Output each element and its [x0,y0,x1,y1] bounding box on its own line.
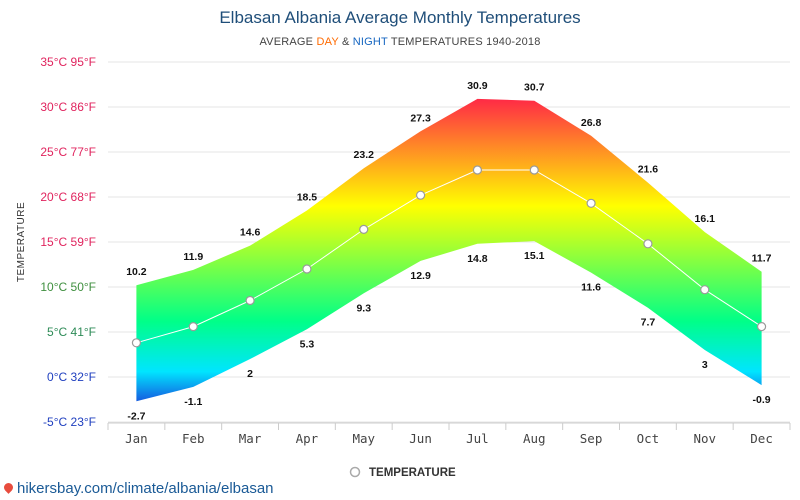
average-point [245,295,255,306]
y-tick-label: 5°C 41°F [47,325,96,339]
night-value-label: -2.7 [127,410,145,422]
average-point [756,322,767,332]
legend-marker-icon [349,466,361,478]
x-tick-label: Feb [182,431,205,446]
subtitle-day: DAY [316,36,339,48]
x-tick-label: Jan [125,431,148,446]
y-tick-label: 10°C 50°F [40,280,96,294]
day-value-label: 16.1 [695,213,716,225]
location-pin-icon [2,481,15,494]
day-value-label: 18.5 [297,192,318,204]
average-point [529,165,539,175]
x-tick-label: Oct [637,431,660,446]
x-axis: Jan Feb Mar Apr May Jun Jul Aug Sep Oct Nov Dec [107,422,791,446]
average-point [700,285,710,295]
x-tick-label: Mar [239,431,262,446]
night-value-label: 9.3 [356,302,371,314]
day-value-label: 30.9 [467,80,488,92]
day-value-label: 10.2 [126,266,147,278]
y-tick-label: 0°C 32°F [47,370,96,384]
day-value-label: 14.6 [240,227,261,239]
temperature-band [136,98,762,402]
y-tick-label: 35°C 95°F [40,55,96,69]
night-value-label: 2 [247,368,253,380]
average-point [586,198,596,208]
x-tick-label: Apr [296,431,319,446]
subtitle-night: NIGHT [352,36,388,48]
source-text: hikersbay.com/climate/albania/elbasan [17,480,274,497]
x-tick-label: Sep [580,431,603,446]
average-point [643,239,653,249]
night-value-label: 5.3 [300,338,315,350]
subtitle-suffix: TEMPERATURES 1940-2018 [387,36,541,48]
x-tick-label: Jun [409,431,432,446]
y-axis: 35°C 95°F 30°C 86°F 25°C 77°F 20°C 68°F 15°C… [40,55,96,429]
data-labels: 10.2 11.9 14.6 18.5 23.2 27.3 30.9 30.7 26.8 21.6… [126,80,771,422]
x-tick-label: Nov [693,431,716,446]
average-point [472,165,483,175]
day-value-label: 30.7 [524,82,545,94]
average-point [302,264,312,274]
night-value-label: 7.7 [641,317,656,329]
legend-label: TEMPERATURE [369,467,456,479]
day-value-label: 27.3 [410,112,431,124]
night-value-label: -1.1 [184,396,202,408]
day-value-label: 11.7 [752,253,772,265]
chart-title: Elbasan Albania Average Monthly Temperat… [219,8,581,27]
x-tick-label: Jul [466,431,489,446]
subtitle-amp: & [338,36,353,48]
chart-subtitle: AVERAGE DAY & NIGHT TEMPERATURES 1940-20… [0,36,800,48]
day-value-label: 21.6 [638,164,659,176]
night-value-label: -0.9 [753,394,771,406]
night-value-label: 11.6 [581,282,601,294]
night-value-label: 3 [702,359,708,371]
average-point [359,224,369,234]
average-point [415,190,426,200]
source-link[interactable]: hikersbay.com/climate/albania/elbasan [2,480,274,497]
average-series-line [136,169,762,344]
temperature-range-area [136,98,762,402]
day-value-label: 26.8 [581,117,602,129]
y-tick-label: 30°C 86°F [40,100,96,114]
y-tick-label: 25°C 77°F [40,145,96,159]
x-tick-label: Aug [523,431,546,446]
average-point [188,322,198,332]
y-axis-title: TEMPERATURE [16,202,27,282]
night-value-label: 14.8 [467,253,488,265]
legend[interactable]: TEMPERATURE [349,466,457,479]
subtitle-prefix: AVERAGE [259,36,317,48]
day-value-label: 11.9 [183,251,203,263]
x-tick-label: May [352,431,375,446]
y-tick-label: 20°C 68°F [40,190,96,204]
y-tick-label: -5°C 23°F [43,415,96,429]
night-value-label: 15.1 [524,250,545,262]
average-point [131,338,142,348]
average-line [131,165,767,348]
day-value-label: 23.2 [354,149,375,161]
y-tick-label: 15°C 59°F [40,235,96,249]
night-value-label: 12.9 [410,270,431,282]
x-tick-label: Dec [750,431,773,446]
